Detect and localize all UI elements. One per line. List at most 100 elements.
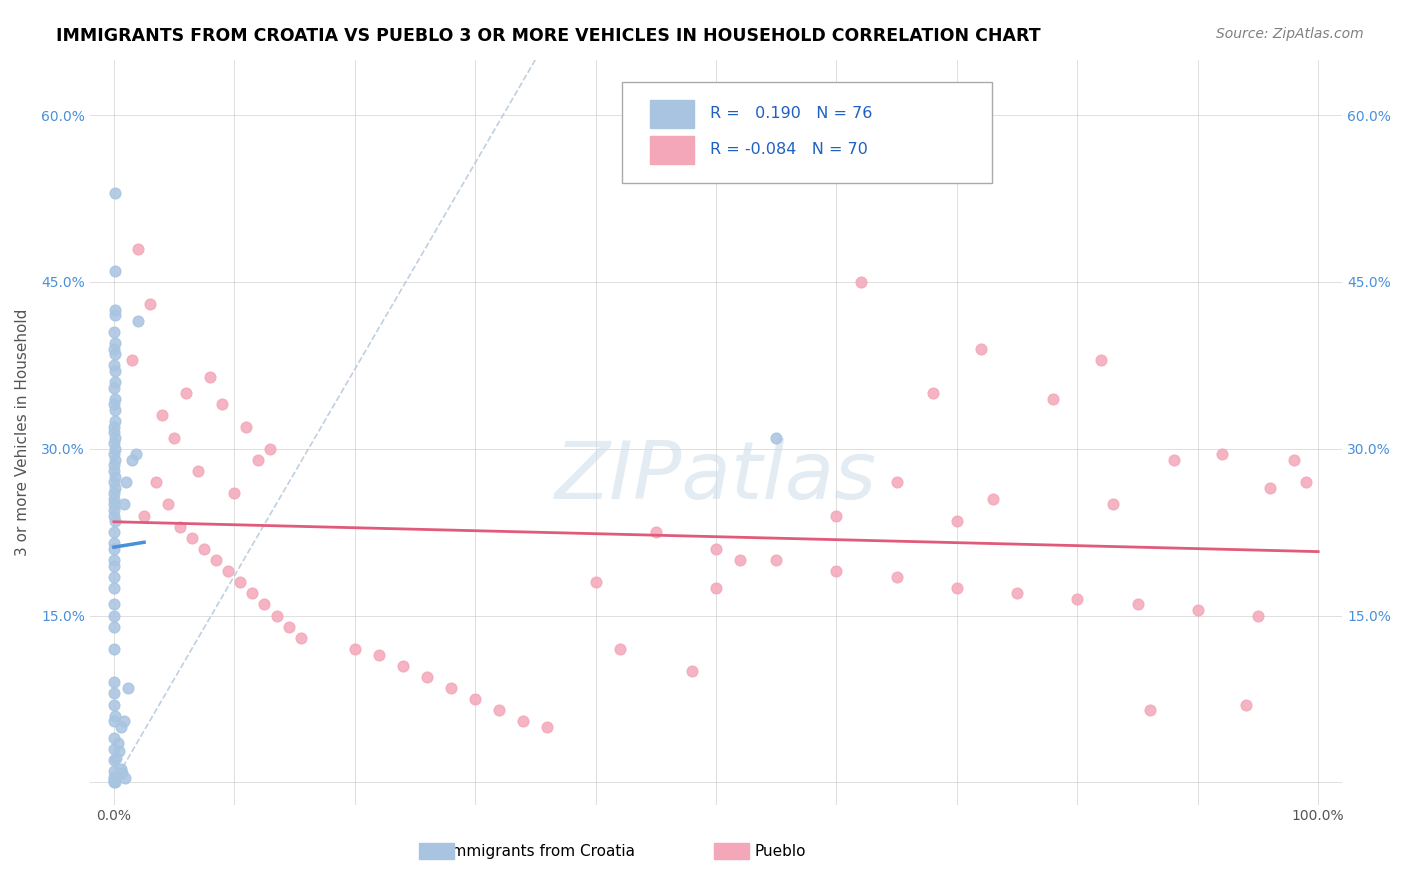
FancyBboxPatch shape (650, 136, 693, 164)
Point (392, 658, 415, 673)
Point (103, 419, 125, 434)
Point (181, 531, 204, 545)
Point (104, 302, 127, 317)
Point (585, 575, 607, 590)
Point (765, 553, 787, 567)
Point (277, 620, 299, 634)
Point (104, 469, 127, 483)
Point (488, 703, 510, 717)
Point (104, 186, 127, 200)
Point (1211, 447, 1233, 461)
Point (103, 698, 125, 712)
Point (1102, 497, 1125, 511)
Point (121, 352, 143, 367)
Point (103, 558, 125, 573)
Point (103, 475, 125, 490)
Point (886, 569, 908, 583)
Point (103, 458, 125, 473)
Point (127, 314, 149, 328)
Point (217, 564, 239, 578)
Point (103, 553, 125, 567)
Point (103, 503, 125, 517)
Point (104, 347, 127, 361)
Point (103, 497, 125, 511)
Point (104, 264, 127, 278)
Point (127, 242, 149, 256)
Point (103, 772, 125, 786)
Text: IMMIGRANTS FROM CROATIA VS PUEBLO 3 OR MORE VEHICLES IN HOUSEHOLD CORRELATION CH: IMMIGRANTS FROM CROATIA VS PUEBLO 3 OR M… (56, 27, 1040, 45)
Point (103, 708, 125, 723)
Point (103, 764, 125, 779)
Point (139, 297, 162, 311)
Point (103, 686, 125, 700)
Point (229, 575, 252, 590)
Text: ZIPatlas: ZIPatlas (555, 438, 877, 516)
Y-axis label: 3 or more Vehicles in Household: 3 or more Vehicles in Household (15, 309, 30, 556)
Point (103, 742, 125, 756)
Point (103, 425, 125, 439)
Point (103, 774, 125, 789)
Point (114, 771, 136, 785)
Point (104, 431, 127, 445)
Point (103, 436, 125, 450)
Point (103, 731, 125, 745)
Point (946, 581, 969, 595)
Point (104, 364, 127, 378)
Point (205, 553, 228, 567)
Point (103, 514, 125, 528)
Point (1258, 481, 1281, 495)
Point (200, 369, 222, 384)
Point (107, 744, 129, 758)
Point (157, 497, 180, 511)
Point (103, 581, 125, 595)
Point (103, 775, 125, 789)
Point (266, 608, 288, 623)
FancyBboxPatch shape (650, 100, 693, 128)
Point (103, 714, 125, 729)
Point (103, 491, 125, 506)
Point (946, 514, 969, 528)
Point (103, 675, 125, 690)
Point (224, 486, 246, 500)
Point (1066, 591, 1088, 606)
Point (103, 381, 125, 395)
Point (416, 670, 439, 684)
Point (103, 525, 125, 540)
Point (112, 497, 135, 511)
Point (112, 714, 135, 729)
Point (110, 762, 132, 776)
Point (825, 508, 848, 523)
Point (609, 642, 631, 657)
Point (1042, 392, 1064, 406)
Point (104, 375, 127, 389)
Point (1295, 475, 1317, 490)
Point (1163, 453, 1185, 467)
Point (163, 431, 186, 445)
Point (103, 541, 125, 556)
Point (103, 608, 125, 623)
Text: R =   0.190   N = 76: R = 0.190 N = 76 (710, 106, 872, 121)
Point (104, 336, 127, 351)
Point (124, 447, 146, 461)
Point (105, 751, 128, 765)
Point (1139, 703, 1161, 717)
Point (103, 325, 125, 339)
Point (290, 631, 312, 645)
Point (253, 598, 276, 612)
Text: Immigrants from Croatia: Immigrants from Croatia (447, 845, 636, 859)
Point (103, 486, 125, 500)
Point (169, 519, 191, 533)
Point (464, 692, 486, 706)
Point (103, 536, 125, 550)
Point (704, 541, 727, 556)
Point (103, 481, 125, 495)
Point (103, 359, 125, 373)
Point (104, 453, 127, 467)
Point (1090, 352, 1112, 367)
Point (886, 475, 908, 490)
Point (765, 431, 787, 445)
Point (512, 714, 534, 729)
Point (211, 397, 233, 411)
Point (536, 720, 558, 734)
Text: Pueblo: Pueblo (755, 845, 806, 859)
